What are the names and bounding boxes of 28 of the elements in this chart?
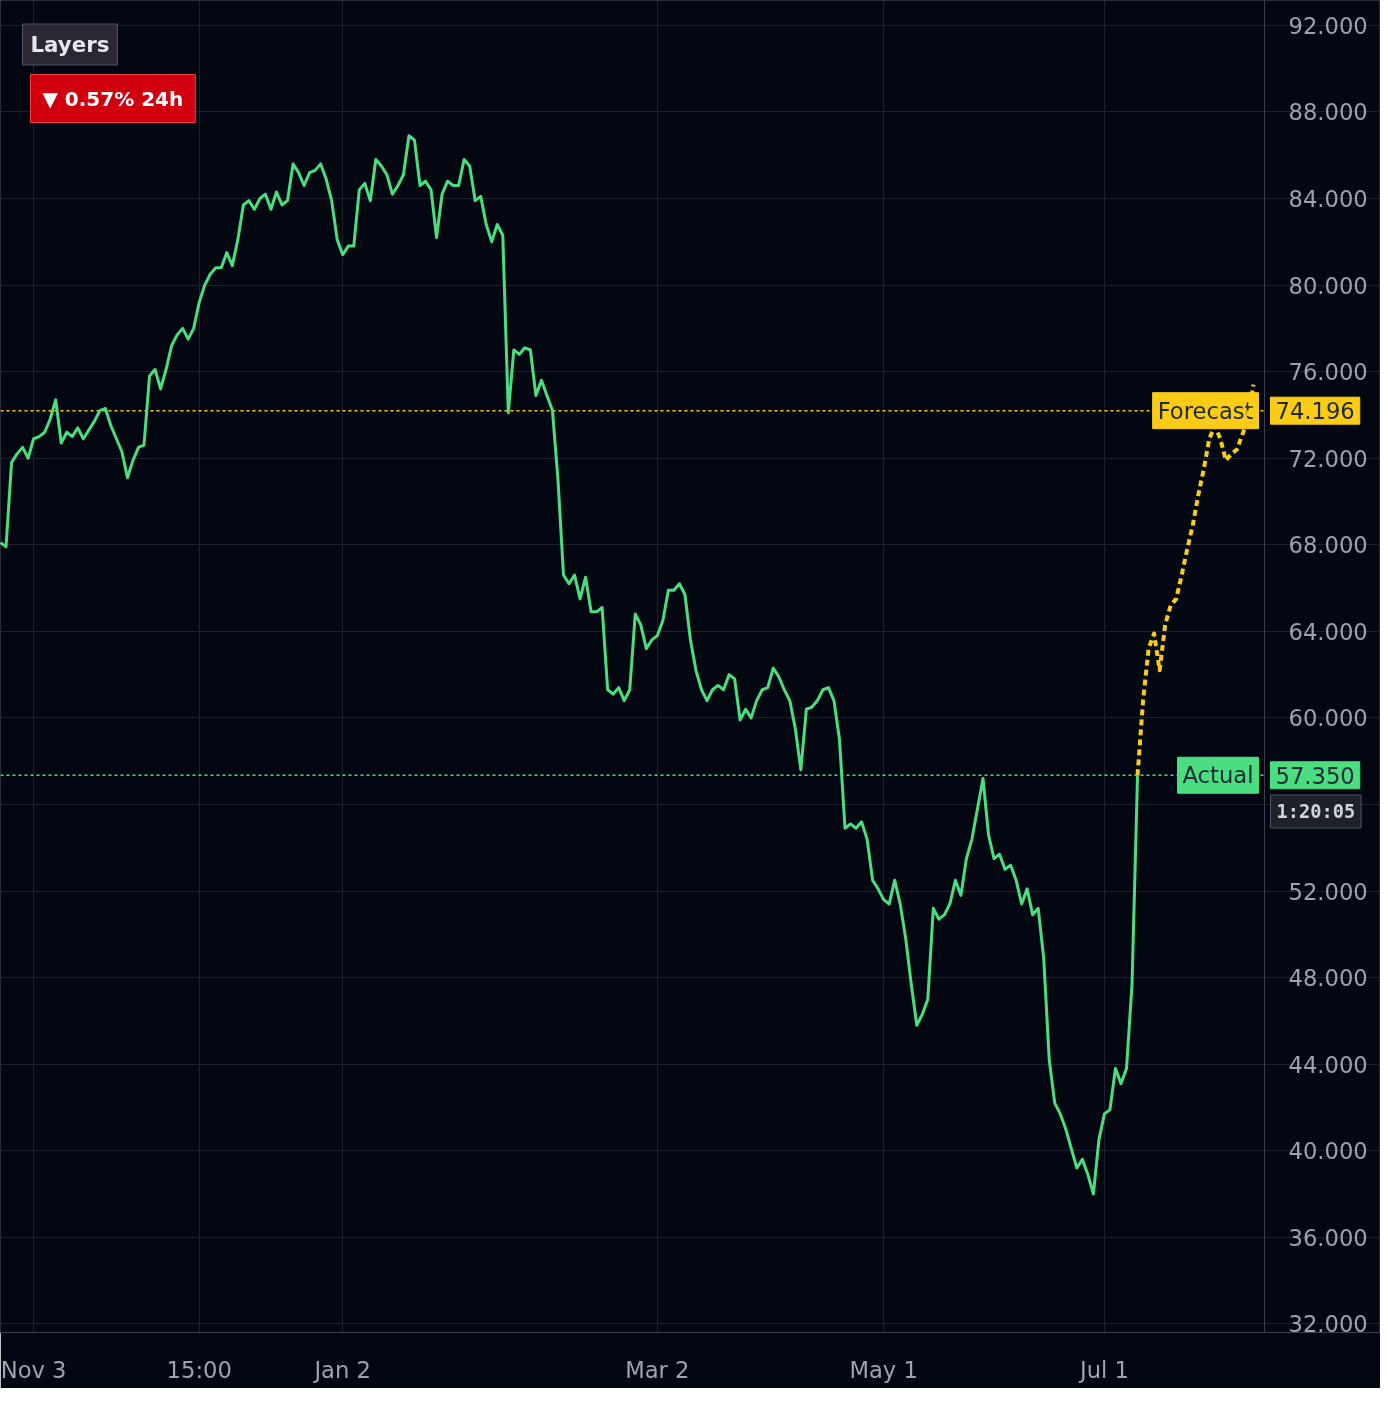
text: 1:20:05 bbox=[1276, 801, 1356, 822]
y-tick-label: 44.000 bbox=[1288, 1051, 1368, 1078]
x-tick-label: May 1 bbox=[849, 1356, 918, 1383]
x-tick-label: Nov 3 bbox=[0, 1356, 67, 1383]
y-tick-label: 72.000 bbox=[1288, 445, 1368, 472]
annotation: ▼ 0.57% 24h bbox=[42, 86, 184, 111]
y-tick-label: 48.000 bbox=[1288, 965, 1368, 992]
y-tick-label: 80.000 bbox=[1288, 272, 1368, 299]
ref-line-label: Actual bbox=[1182, 762, 1254, 789]
annotation: Layers bbox=[30, 32, 110, 57]
x-tick-label: Jul 1 bbox=[1077, 1356, 1129, 1383]
y-tick-label: 88.000 bbox=[1288, 99, 1368, 126]
y-tick-label: 40.000 bbox=[1288, 1138, 1368, 1165]
y-tick-label: 64.000 bbox=[1288, 618, 1368, 645]
x-tick-label: Jan 2 bbox=[312, 1356, 371, 1383]
y-tick-label: 52.000 bbox=[1288, 878, 1368, 905]
y-tick-label: 68.000 bbox=[1288, 532, 1368, 559]
x-tick-label: Mar 2 bbox=[625, 1356, 690, 1383]
y-tick-label: 84.000 bbox=[1288, 186, 1368, 213]
y-tick-label: 32.000 bbox=[1288, 1311, 1368, 1338]
ref-line-label: Forecast bbox=[1157, 397, 1254, 424]
y-tick-label: 36.000 bbox=[1288, 1224, 1368, 1251]
text: 74.196 bbox=[1275, 398, 1355, 425]
y-tick-label: 92.000 bbox=[1288, 12, 1368, 39]
x-tick-label: 15:00 bbox=[166, 1356, 232, 1383]
text: 57.350 bbox=[1275, 762, 1355, 789]
y-tick-label: 60.000 bbox=[1288, 705, 1368, 732]
y-tick-label: 76.000 bbox=[1288, 359, 1368, 386]
